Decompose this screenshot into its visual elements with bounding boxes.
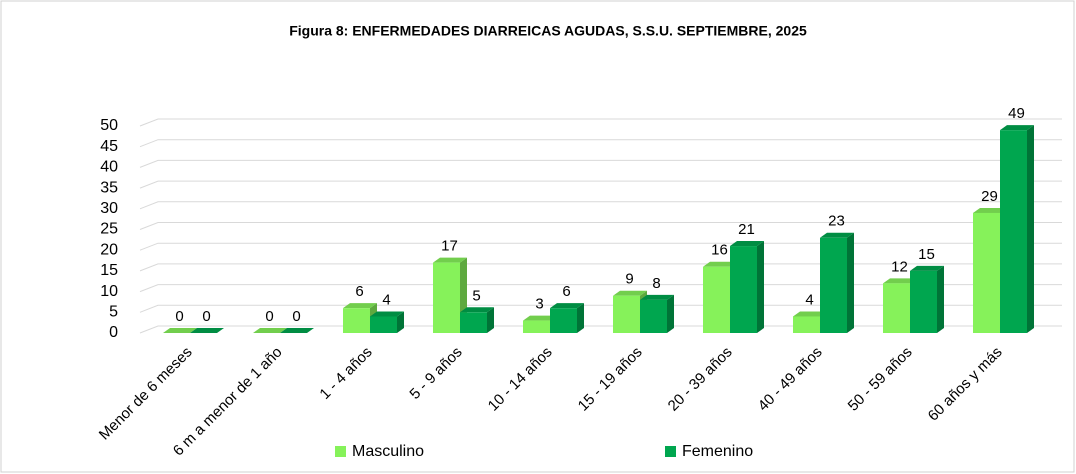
value-label: 5 xyxy=(472,287,480,304)
y-tick-label: 25 xyxy=(100,221,118,238)
bar-top xyxy=(973,207,1007,213)
y-tick-label: 35 xyxy=(100,179,118,196)
value-label: 12 xyxy=(891,258,908,275)
bar-top xyxy=(460,307,494,313)
grid-line xyxy=(139,159,1062,168)
bar-top xyxy=(163,328,197,333)
bar-side xyxy=(1027,125,1034,333)
bar xyxy=(550,308,577,333)
y-tick-label: 10 xyxy=(100,283,118,300)
grid-line xyxy=(139,201,1062,210)
value-label: 3 xyxy=(535,296,543,313)
legend-swatch xyxy=(665,446,676,457)
bar-top xyxy=(820,232,854,238)
grid-line xyxy=(139,222,1062,230)
value-label: 0 xyxy=(292,308,300,325)
bar xyxy=(523,320,550,333)
value-label: 4 xyxy=(382,291,390,308)
bar-top xyxy=(433,257,467,263)
bar-top xyxy=(370,311,404,317)
bar-side xyxy=(487,307,494,333)
bar xyxy=(730,246,757,333)
bar xyxy=(883,283,910,333)
bar xyxy=(793,316,820,333)
y-tick-label: 0 xyxy=(109,324,118,341)
bar xyxy=(613,295,640,333)
bar-top xyxy=(883,278,917,284)
value-label: 0 xyxy=(202,308,210,325)
grid-line xyxy=(139,139,1062,148)
value-label: 29 xyxy=(981,188,998,205)
bar-top xyxy=(343,303,377,309)
bar xyxy=(820,237,847,333)
legend-label: Masculino xyxy=(352,443,424,460)
bar-top xyxy=(613,290,647,296)
bar-top xyxy=(730,241,764,247)
bar-top xyxy=(253,328,287,333)
bar-top xyxy=(640,294,674,300)
value-label: 21 xyxy=(738,221,755,238)
bar xyxy=(640,299,667,333)
value-label: 6 xyxy=(562,283,570,300)
bar-top xyxy=(190,328,224,333)
bar xyxy=(1000,130,1027,333)
bar xyxy=(433,262,460,333)
y-tick-label: 20 xyxy=(100,241,118,258)
y-tick-label: 40 xyxy=(100,159,118,176)
legend-swatch xyxy=(335,446,346,457)
bar-top xyxy=(793,311,827,317)
bar xyxy=(460,312,487,333)
y-tick-label: 5 xyxy=(109,304,118,321)
value-label: 49 xyxy=(1008,105,1025,122)
bar xyxy=(973,212,1000,333)
y-tick-label: 45 xyxy=(100,138,118,155)
legend-label: Femenino xyxy=(682,443,753,460)
grid-line xyxy=(139,180,1062,189)
bar-side xyxy=(937,265,944,333)
bar-side xyxy=(667,294,674,333)
value-label: 0 xyxy=(175,308,183,325)
y-tick-label: 30 xyxy=(100,200,118,217)
bar-top xyxy=(910,265,944,271)
grid-line xyxy=(139,118,1062,127)
bar-top xyxy=(1000,125,1034,131)
bar xyxy=(343,308,370,333)
bar xyxy=(910,270,937,333)
y-tick-label: 15 xyxy=(100,262,118,279)
bar xyxy=(370,316,397,333)
value-label: 16 xyxy=(711,242,728,259)
value-label: 9 xyxy=(625,271,633,288)
value-label: 17 xyxy=(441,238,458,255)
value-label: 8 xyxy=(652,275,660,292)
value-label: 15 xyxy=(918,246,935,263)
bar-top xyxy=(523,315,557,321)
bar-top xyxy=(703,261,737,267)
bar-side xyxy=(397,311,404,333)
bar-side xyxy=(847,232,854,333)
bar-side xyxy=(757,241,764,333)
bar xyxy=(703,266,730,333)
bar-top xyxy=(550,303,584,309)
chart-title: Figura 8: ENFERMEDADES DIARREICAS AGUDAS… xyxy=(289,23,807,39)
bar-side xyxy=(577,303,584,333)
value-label: 0 xyxy=(265,308,273,325)
y-tick-label: 50 xyxy=(100,117,118,134)
value-label: 4 xyxy=(805,291,813,308)
value-label: 23 xyxy=(828,213,845,230)
bar-top xyxy=(280,328,314,333)
value-label: 6 xyxy=(355,283,363,300)
